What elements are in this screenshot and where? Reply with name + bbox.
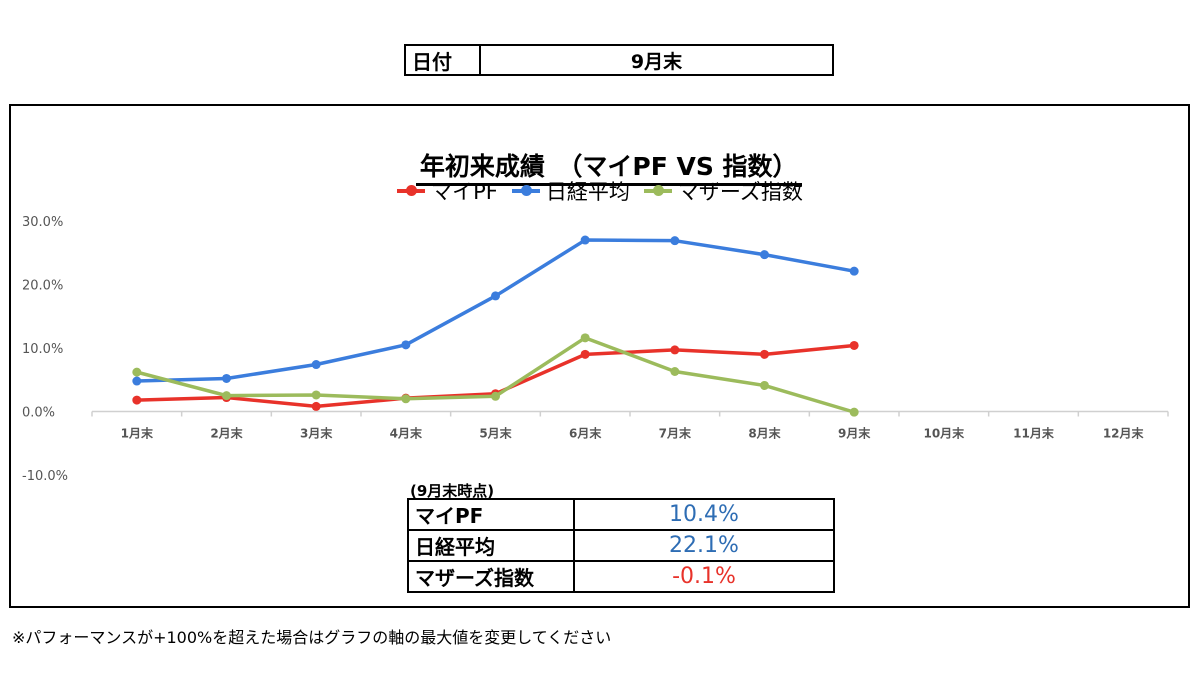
series-point bbox=[491, 291, 500, 301]
date-label: 日付 bbox=[406, 46, 481, 74]
date-box: 日付 9月末 bbox=[404, 44, 834, 76]
x-tick-label: 6月末 bbox=[569, 426, 602, 441]
series-point bbox=[760, 349, 769, 359]
x-tick-label: 7月末 bbox=[659, 426, 692, 441]
legend-swatch-mothers bbox=[643, 185, 672, 196]
legend-item-mothers: マザーズ指数 bbox=[643, 176, 803, 206]
x-tick-label: 8月末 bbox=[748, 426, 781, 441]
summary-value-mothers: -0.1% bbox=[573, 560, 835, 593]
y-tick-label: 30.0% bbox=[22, 215, 63, 230]
summary-row: 日経平均 22.1% bbox=[407, 529, 835, 562]
legend-swatch-nikkei bbox=[511, 185, 540, 196]
series-point bbox=[849, 266, 859, 276]
x-tick-label: 11月末 bbox=[1013, 426, 1055, 441]
summary-value-nikkei: 22.1% bbox=[573, 529, 835, 562]
series-point bbox=[132, 367, 142, 377]
summary-row: マイPF 10.4% bbox=[407, 498, 835, 531]
series-line bbox=[136, 238, 855, 383]
y-tick-label: 10.0% bbox=[22, 342, 63, 357]
x-tick-label: 12月末 bbox=[1103, 426, 1145, 441]
y-tick-label: -10.0% bbox=[22, 469, 68, 484]
series-point bbox=[222, 373, 231, 383]
series-point bbox=[670, 366, 680, 376]
legend-label-nikkei: 日経平均 bbox=[545, 180, 630, 204]
legend-swatch-mypf bbox=[397, 185, 426, 196]
series-point bbox=[311, 401, 321, 411]
x-tick-label: 3月末 bbox=[300, 426, 333, 441]
summary-heading: (9月末時点) bbox=[410, 482, 495, 500]
series-point bbox=[670, 345, 680, 355]
series-point bbox=[491, 391, 500, 401]
summary-name-nikkei: 日経平均 bbox=[407, 529, 575, 562]
x-tick-label: 5月末 bbox=[479, 426, 512, 441]
series-point bbox=[222, 391, 231, 401]
legend-item-nikkei: 日経平均 bbox=[511, 176, 630, 206]
x-tick-label: 10月末 bbox=[923, 426, 965, 441]
series-point bbox=[311, 390, 321, 400]
date-value: 9月末 bbox=[630, 50, 683, 73]
series-point bbox=[580, 349, 590, 359]
series-point bbox=[849, 340, 859, 350]
summary-row: マザーズ指数 -0.1% bbox=[407, 560, 835, 593]
series-point bbox=[670, 236, 680, 246]
series-point bbox=[760, 380, 769, 390]
chart-frame bbox=[9, 104, 1190, 608]
legend-label-mypf: マイPF bbox=[431, 180, 498, 204]
series-point bbox=[760, 250, 769, 260]
summary-table: マイPF 10.4% 日経平均 22.1% マザーズ指数 -0.1% bbox=[407, 498, 835, 593]
series-point bbox=[580, 333, 590, 343]
series-point bbox=[401, 340, 411, 350]
x-tick-label: 4月末 bbox=[390, 426, 423, 441]
series-point bbox=[132, 376, 142, 386]
x-tick-label: 2月末 bbox=[210, 426, 243, 441]
legend-label-mothers: マザーズ指数 bbox=[677, 180, 803, 204]
series-point bbox=[311, 360, 321, 370]
x-tick-label: 9月末 bbox=[838, 426, 871, 441]
summary-name-mothers: マザーズ指数 bbox=[407, 560, 575, 593]
series-point bbox=[401, 394, 411, 404]
y-tick-label: 20.0% bbox=[22, 279, 63, 294]
chart-title-wrap: 年初来成績 （マイPF VS 指数） bbox=[0, 118, 1200, 186]
summary-value-mypf: 10.4% bbox=[573, 498, 835, 531]
chart-legend: マイPF 日経平均 マザーズ指数 bbox=[0, 176, 1200, 206]
axis-note: ※パフォーマンスが+100%を超えた場合はグラフの軸の最大値を変更してください bbox=[12, 628, 612, 647]
chart-title: 年初来成績 （マイPF VS 指数） bbox=[415, 152, 802, 186]
series-point bbox=[849, 407, 859, 417]
y-tick-label: 0.0% bbox=[22, 406, 55, 421]
series-point bbox=[132, 395, 142, 405]
legend-item-mypf: マイPF bbox=[397, 176, 498, 206]
x-tick-label: 1月末 bbox=[121, 426, 154, 441]
series-point bbox=[580, 235, 590, 245]
summary-name-mypf: マイPF bbox=[407, 498, 575, 531]
